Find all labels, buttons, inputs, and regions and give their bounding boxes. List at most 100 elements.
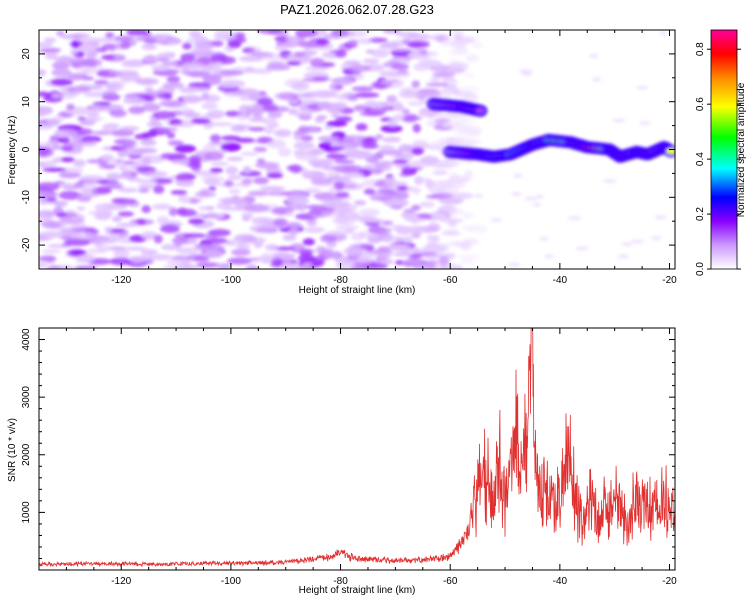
noise-blob <box>203 144 216 153</box>
noise-blob <box>110 129 135 137</box>
snr-line <box>39 328 675 568</box>
noise-blob <box>567 216 582 221</box>
noise-blob <box>293 132 304 141</box>
noise-blob <box>241 178 253 185</box>
noise-blob <box>166 75 181 83</box>
noise-blob <box>206 206 215 211</box>
noise-blob <box>286 98 300 104</box>
noise-blob <box>303 262 313 267</box>
noise-blob <box>367 234 382 244</box>
noise-blob <box>284 211 295 217</box>
noise-blob <box>248 127 266 132</box>
noise-blob <box>161 265 188 269</box>
noise-blob <box>359 111 384 117</box>
y-tick-label: 3000 <box>21 386 32 409</box>
noise-blob <box>247 190 270 197</box>
noise-blob <box>135 166 151 171</box>
noise-blob <box>339 141 353 148</box>
noise-blob <box>68 72 88 80</box>
noise-blob <box>99 73 117 78</box>
noise-blob <box>245 107 266 115</box>
noise-blob <box>462 212 474 219</box>
noise-blob <box>285 36 298 42</box>
noise-blob <box>71 213 85 222</box>
noise-blob <box>242 166 252 173</box>
noise-blob <box>265 64 291 71</box>
noise-blob <box>306 219 317 226</box>
noise-blob <box>228 188 241 194</box>
noise-blob <box>312 76 330 81</box>
noise-blob <box>68 249 86 256</box>
noise-blob <box>243 203 270 213</box>
noise-blob <box>425 194 445 199</box>
x-tick-label: -40 <box>553 576 568 587</box>
noise-blob <box>398 172 410 177</box>
noise-blob <box>274 129 292 138</box>
noise-blob <box>109 257 133 266</box>
noise-blob <box>41 249 61 254</box>
noise-blob <box>362 137 375 143</box>
noise-blob <box>153 185 165 194</box>
noise-blob <box>56 30 65 37</box>
noise-blob <box>440 159 465 164</box>
noise-blob <box>209 167 224 173</box>
noise-blob <box>262 117 278 126</box>
noise-blob <box>432 181 454 190</box>
x-tick-label: -20 <box>662 275 677 286</box>
noise-blob <box>260 253 272 261</box>
noise-blob <box>152 203 172 210</box>
noise-blob <box>589 54 599 58</box>
noise-blob <box>490 218 503 222</box>
noise-blob <box>46 197 58 203</box>
noise-blob <box>144 38 158 45</box>
noise-blob <box>206 109 225 119</box>
noise-blob <box>145 90 161 96</box>
noise-blob <box>53 206 64 216</box>
noise-blob <box>231 248 251 256</box>
noise-blob <box>414 176 424 185</box>
noise-blob <box>209 122 234 127</box>
snr-y-label: SNR (10 * v/v) <box>7 418 18 482</box>
noise-blob <box>168 207 178 217</box>
noise-blob <box>222 199 248 205</box>
noise-blob <box>77 116 86 121</box>
noise-blob <box>190 118 211 124</box>
noise-blob <box>328 251 343 259</box>
y-tick-label: 2000 <box>21 443 32 466</box>
noise-blob <box>101 93 121 102</box>
noise-blob <box>64 238 91 246</box>
noise-blob <box>325 153 349 160</box>
noise-blob <box>401 236 413 245</box>
noise-blob <box>104 226 113 233</box>
noise-blob <box>360 243 375 250</box>
noise-blob <box>359 231 372 238</box>
noise-blob <box>124 246 147 251</box>
noise-blob <box>474 193 484 198</box>
noise-blob <box>206 212 218 219</box>
noise-blob <box>459 138 482 145</box>
noise-blob <box>390 63 409 70</box>
noise-blob <box>207 237 228 244</box>
noise-blob <box>425 82 449 87</box>
noise-blob <box>49 265 61 269</box>
y-tick-label: 1000 <box>21 501 32 524</box>
noise-blob <box>265 244 279 251</box>
noise-blob <box>381 220 394 226</box>
colorbar-label: Normalized spectral amplitude <box>736 82 747 217</box>
spectrogram-signal-ridge <box>426 98 675 163</box>
noise-blob <box>73 265 97 269</box>
noise-blob <box>102 43 116 50</box>
noise-blob <box>454 33 464 42</box>
noise-blob <box>253 177 270 185</box>
noise-blob <box>441 122 462 128</box>
noise-blob <box>68 90 81 97</box>
noise-blob <box>82 187 91 197</box>
noise-blob <box>170 190 188 195</box>
noise-blob <box>39 146 51 155</box>
noise-blob <box>134 159 149 168</box>
noise-blob <box>448 48 469 56</box>
noise-blob <box>166 132 176 139</box>
noise-blob <box>96 209 114 217</box>
